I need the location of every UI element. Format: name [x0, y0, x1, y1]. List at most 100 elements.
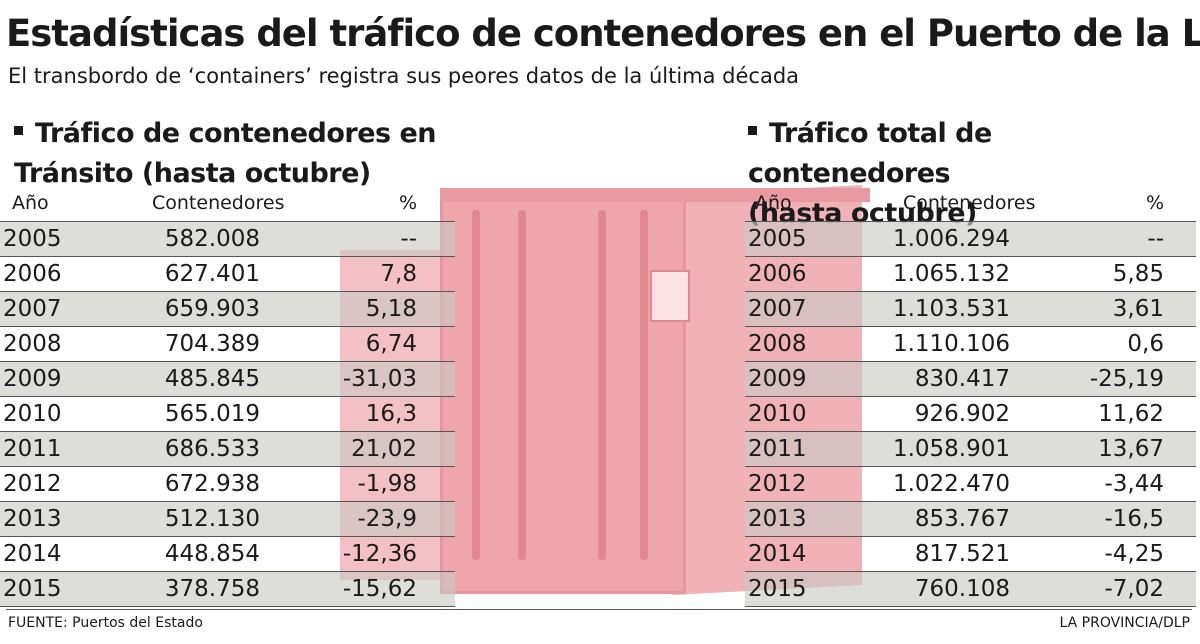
percent-cell: -12,36 — [342, 541, 417, 567]
header-year: Año — [755, 192, 792, 214]
percent-cell: -3,44 — [1104, 471, 1164, 497]
year-cell: 2007 — [3, 296, 62, 322]
percent-cell: -23,9 — [357, 506, 417, 532]
year-cell: 2005 — [3, 226, 62, 252]
table-row: 2009 830.417 -25,19 — [745, 362, 1196, 397]
table-row: 2008 704.389 6,74 — [0, 327, 455, 362]
year-cell: 2014 — [3, 541, 62, 567]
containers-cell: 672.938 — [164, 471, 260, 497]
containers-cell: 704.389 — [164, 331, 260, 357]
percent-cell: 3,61 — [1112, 296, 1164, 322]
table-row: 2012 672.938 -1,98 — [0, 467, 455, 502]
transit-table: 2005 582.008 -- 2006 627.401 7,8 2007 659.903 5,… — [0, 221, 455, 607]
table-row: 2011 686.533 21,02 — [0, 432, 455, 467]
total-table-title: Tráfico total de contenedores (hasta oct… — [748, 114, 1200, 234]
containers-cell: 853.767 — [914, 506, 1010, 532]
header-percent: % — [398, 192, 417, 214]
table-row: 2007 1.103.531 3,61 — [745, 292, 1196, 327]
containers-cell: 817.521 — [914, 541, 1010, 567]
table-row: 2010 926.902 11,62 — [745, 397, 1196, 432]
percent-cell: -15,62 — [342, 576, 417, 602]
year-cell: 2009 — [748, 366, 807, 392]
containers-cell: 659.903 — [164, 296, 260, 322]
containers-cell: 830.417 — [914, 366, 1010, 392]
containers-cell: 448.854 — [164, 541, 260, 567]
containers-cell: 926.902 — [914, 401, 1010, 427]
percent-cell: -7,02 — [1104, 576, 1164, 602]
year-cell: 2006 — [3, 261, 62, 287]
page-title: Estadísticas del tráfico de contenedores… — [6, 12, 1200, 55]
year-cell: 2007 — [748, 296, 807, 322]
year-cell: 2008 — [748, 331, 807, 357]
percent-cell: -31,03 — [342, 366, 417, 392]
container-lock-bar — [518, 210, 526, 560]
containers-cell: 1.103.531 — [892, 296, 1010, 322]
transit-column-headers: Año Contenedores % — [0, 186, 455, 220]
table-row: 2008 1.110.106 0,6 — [745, 327, 1196, 362]
total-title-text-1: Tráfico total de contenedores — [748, 118, 992, 189]
year-cell: 2011 — [3, 436, 62, 462]
containers-cell: 485.845 — [164, 366, 260, 392]
header-containers: Contenedores — [903, 192, 1036, 214]
square-bullet-icon — [14, 126, 23, 135]
percent-cell: -16,5 — [1104, 506, 1164, 532]
container-logo-plate — [650, 270, 690, 322]
container-roof — [440, 188, 870, 202]
percent-cell: 21,02 — [351, 436, 417, 462]
containers-cell: 1.110.106 — [892, 331, 1010, 357]
table-row: 2013 853.767 -16,5 — [745, 502, 1196, 537]
transit-table-title: Tráfico de contenedores en Tránsito (has… — [14, 114, 437, 194]
table-row: 2014 817.521 -4,25 — [745, 537, 1196, 572]
percent-cell: 5,85 — [1112, 261, 1164, 287]
containers-cell: 1.006.294 — [892, 226, 1010, 252]
transit-title-line-1: Tráfico de contenedores en — [14, 114, 437, 154]
percent-cell: -25,19 — [1089, 366, 1164, 392]
year-cell: 2013 — [748, 506, 807, 532]
table-row: 2012 1.022.470 -3,44 — [745, 467, 1196, 502]
footer-divider — [6, 609, 1192, 610]
square-bullet-icon — [748, 126, 757, 135]
table-row: 2007 659.903 5,18 — [0, 292, 455, 327]
table-row: 2015 760.108 -7,02 — [745, 572, 1196, 607]
table-row: 2011 1.058.901 13,67 — [745, 432, 1196, 467]
percent-cell: 16,3 — [365, 401, 417, 427]
year-cell: 2010 — [3, 401, 62, 427]
year-cell: 2011 — [748, 436, 807, 462]
container-lock-bar — [640, 210, 648, 560]
year-cell: 2012 — [3, 471, 62, 497]
percent-cell: 13,67 — [1098, 436, 1164, 462]
percent-cell: -1,98 — [357, 471, 417, 497]
percent-cell: 5,18 — [365, 296, 417, 322]
table-row: 2015 378.758 -15,62 — [0, 572, 455, 607]
percent-cell: 0,6 — [1127, 331, 1164, 357]
header-percent: % — [1145, 192, 1164, 214]
header-year: Año — [12, 192, 49, 214]
transit-title-text-1: Tráfico de contenedores en — [35, 118, 437, 149]
source-note: FUENTE: Puertos del Estado — [8, 615, 203, 631]
year-cell: 2006 — [748, 261, 807, 287]
year-cell: 2012 — [748, 471, 807, 497]
percent-cell: 11,62 — [1098, 401, 1164, 427]
containers-cell: 1.058.901 — [892, 436, 1010, 462]
percent-cell: 7,8 — [380, 261, 417, 287]
table-row: 2014 448.854 -12,36 — [0, 537, 455, 572]
transit-title-line-2: Tránsito (hasta octubre) — [14, 158, 371, 189]
year-cell: 2015 — [3, 576, 62, 602]
year-cell: 2015 — [748, 576, 807, 602]
header-containers: Contenedores — [152, 192, 285, 214]
containers-cell: 565.019 — [164, 401, 260, 427]
total-title-line-1: Tráfico total de contenedores — [748, 114, 1200, 194]
year-cell: 2010 — [748, 401, 807, 427]
table-row: 2010 565.019 16,3 — [0, 397, 455, 432]
percent-cell: -- — [400, 226, 417, 252]
containers-cell: 1.065.132 — [892, 261, 1010, 287]
table-row: 2005 582.008 -- — [0, 222, 455, 257]
container-lock-bar — [472, 210, 480, 560]
total-table: 2005 1.006.294 -- 2006 1.065.132 5,85 2007 1.10… — [745, 221, 1196, 607]
table-row: 2006 627.401 7,8 — [0, 257, 455, 292]
containers-cell: 1.022.470 — [892, 471, 1010, 497]
year-cell: 2014 — [748, 541, 807, 567]
total-column-headers: Año Contenedores % — [745, 186, 1196, 220]
table-row: 2006 1.065.132 5,85 — [745, 257, 1196, 292]
containers-cell: 512.130 — [164, 506, 260, 532]
